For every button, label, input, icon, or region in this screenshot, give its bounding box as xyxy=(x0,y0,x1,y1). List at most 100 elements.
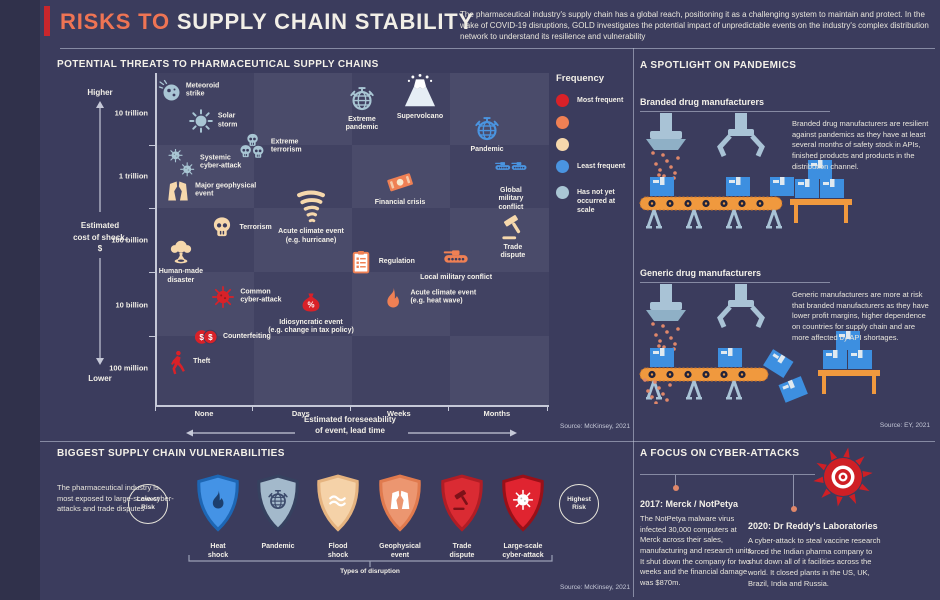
x-tick-mark xyxy=(547,405,548,411)
y-tick-label: 1 trillion xyxy=(118,171,148,181)
clipboard-icon xyxy=(348,248,375,275)
plot-cell xyxy=(253,73,352,146)
highest-risk-badge: Highest Risk xyxy=(559,484,599,524)
pandemics-heading: A SPOTLIGHT ON PANDEMICS xyxy=(640,60,797,71)
timeline-event-text: The NotPetya malware virus infected 30,0… xyxy=(640,514,754,587)
svg-text:%: % xyxy=(308,301,315,310)
vulnerabilities-source: Source: McKinsey, 2021 xyxy=(560,584,630,591)
y-axis-arrow xyxy=(92,100,108,366)
y-tick-mark xyxy=(149,271,155,273)
shield-label: Large-scale cyber-attack xyxy=(502,543,544,559)
chart-item-label: Human-made disaster xyxy=(158,268,204,284)
shield-label: Heat shock xyxy=(207,543,229,559)
generic-underline xyxy=(640,282,830,283)
x-tick-label: Days xyxy=(291,409,310,418)
y-tick-mark xyxy=(149,145,155,147)
plot-cell xyxy=(253,335,352,405)
quake-icon xyxy=(165,178,191,204)
coins-icon: $ $ xyxy=(193,324,219,350)
vertical-divider xyxy=(633,48,634,597)
y-axis-title: Estimated cost of shock, $ xyxy=(73,221,127,254)
y-tick-label: 100 billion xyxy=(111,235,148,245)
legend-entry xyxy=(556,116,632,129)
timeline-event-title: 2020: Dr Reddy's Laboratories xyxy=(748,521,878,531)
legend-dot xyxy=(556,186,569,199)
bracket-label: Types of disruption xyxy=(340,568,400,575)
chart-item-label: Supervolcano xyxy=(396,112,444,120)
shield-label: Trade dispute xyxy=(449,543,475,559)
chart-item-label: Acute climate event (e.g. heat wave) xyxy=(410,289,477,306)
tanks2-icon xyxy=(494,151,528,185)
generic-title: Generic drug manufacturers xyxy=(640,268,762,278)
legend-dot xyxy=(556,138,569,151)
generic-text: Generic manufacturers are more at risk t… xyxy=(792,290,929,342)
volcano-icon xyxy=(401,73,439,111)
plot-cell xyxy=(157,271,254,336)
bug-icon xyxy=(209,284,236,311)
y-tick-mark xyxy=(149,208,155,210)
chart-item-label: Local military conflict xyxy=(420,273,493,281)
legend-dot xyxy=(556,116,569,129)
x-axis-arrow-left xyxy=(185,424,295,437)
chart-source: Source: McKinsey, 2021 xyxy=(560,423,630,430)
chart-item-label: Regulation xyxy=(378,257,415,265)
chart-item-label: Systemic cyber-attack xyxy=(200,154,242,170)
lowest-risk-badge: Lowest Risk xyxy=(128,484,168,524)
x-tick-label: Months xyxy=(483,409,511,418)
globe-icon xyxy=(347,84,377,114)
legend-title: Frequency xyxy=(556,73,605,84)
chart-item-label: Financial crisis xyxy=(374,198,426,206)
chart-item-label: Solar storm xyxy=(217,112,238,129)
chart-item-label: Pandemic xyxy=(470,146,504,154)
chart-item-label: Trade dispute xyxy=(500,244,526,260)
shield-label: Pandemic xyxy=(261,543,295,550)
title-accent-bar xyxy=(44,6,50,36)
chart-item-label: Extreme terrorism xyxy=(270,138,302,155)
shield-quake: Geophysical event xyxy=(365,474,435,561)
tornado-icon xyxy=(292,188,330,226)
x-tick-mark xyxy=(447,405,449,411)
chart-item-label: Major geophysical event xyxy=(195,182,257,198)
legend-rows: Most frequent Least frequent Has not yet o… xyxy=(556,94,632,215)
bracket-line xyxy=(188,554,554,568)
chart-item-label: Acute climate event (e.g. hurricane) xyxy=(278,228,344,244)
frequency-legend: Frequency Most frequent Least frequent Has… xyxy=(556,73,632,224)
plot-cell xyxy=(449,335,549,405)
legend-dot xyxy=(556,94,569,107)
timeline-dot xyxy=(672,485,679,491)
y-axis-higher-label: Higher xyxy=(87,88,113,97)
y-tick-label: 10 billion xyxy=(115,300,148,310)
shield-globe: Pandemic xyxy=(243,474,313,552)
x-tick-mark xyxy=(155,405,156,411)
shield-label: Geophysical event xyxy=(379,543,421,559)
timeline-dot xyxy=(790,506,797,512)
chart-item-label: Terrorism xyxy=(239,223,272,231)
shield-flame: Heat shock xyxy=(183,474,253,561)
legend-dot xyxy=(556,160,569,173)
bottom-section-divider xyxy=(40,441,935,442)
timeline-event-title: 2017: Merck / NotPetya xyxy=(640,499,739,509)
pandemics-source: Source: EY, 2021 xyxy=(879,422,930,429)
x-tick-label: Weeks xyxy=(386,409,411,418)
y-axis-lower-label: Lower xyxy=(88,374,112,383)
timeline-line xyxy=(640,474,815,475)
svg-text:$: $ xyxy=(199,333,204,342)
bag-icon: % xyxy=(298,290,325,317)
chart-item-label: Counterfeiting xyxy=(222,332,271,340)
legend-label: Most frequent xyxy=(577,97,624,104)
plot-cell xyxy=(449,73,549,146)
x-axis-title: Estimated foreseeability of event, lead … xyxy=(303,415,397,435)
header-divider xyxy=(60,48,935,49)
cyber-heading: A FOCUS ON CYBER-ATTACKS xyxy=(640,448,800,459)
sun-icon xyxy=(188,108,214,134)
timeline-drop-line xyxy=(675,475,676,486)
left-margin-strip xyxy=(0,0,40,600)
bugs-icon xyxy=(168,148,196,177)
skulls-icon xyxy=(237,132,267,162)
chart-item-label: Common cyber-attack xyxy=(240,288,282,305)
page-title: RISKS TO SUPPLY CHAIN STABILITY xyxy=(60,9,474,35)
timeline-drop-line xyxy=(793,475,794,507)
x-tick-label: None xyxy=(194,409,214,418)
plot-cell xyxy=(253,208,352,272)
legend-entry: Has not yet occurred at scale xyxy=(556,186,632,215)
